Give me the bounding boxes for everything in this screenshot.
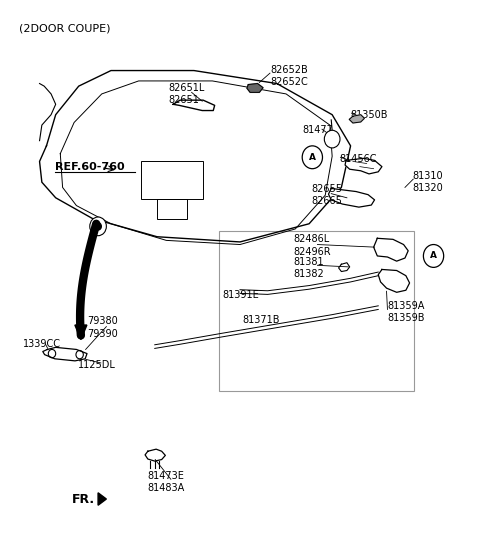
- Polygon shape: [373, 238, 408, 261]
- Text: 81473E
81483A: 81473E 81483A: [148, 471, 185, 493]
- Bar: [219, 231, 414, 391]
- Text: 81310
81320: 81310 81320: [413, 171, 444, 194]
- Text: 81477: 81477: [302, 126, 333, 135]
- Polygon shape: [145, 449, 165, 461]
- Text: 81456C: 81456C: [339, 154, 377, 164]
- Text: 1125DL: 1125DL: [78, 360, 116, 370]
- Text: A: A: [430, 252, 437, 260]
- Polygon shape: [349, 115, 364, 123]
- Polygon shape: [338, 263, 349, 272]
- Text: 82486L
82496R: 82486L 82496R: [293, 234, 331, 257]
- Text: 81381
81382: 81381 81382: [293, 256, 324, 279]
- Polygon shape: [43, 347, 87, 361]
- Polygon shape: [173, 100, 215, 110]
- Polygon shape: [378, 269, 409, 292]
- Circle shape: [302, 146, 323, 169]
- Text: 81359A
81359B: 81359A 81359B: [387, 301, 425, 324]
- Text: 82652B
82652C: 82652B 82652C: [270, 64, 308, 87]
- Text: FR.: FR.: [72, 492, 95, 505]
- Bar: [141, 161, 203, 199]
- Text: A: A: [309, 153, 316, 162]
- Circle shape: [423, 245, 444, 267]
- Circle shape: [324, 130, 340, 148]
- Polygon shape: [345, 159, 382, 174]
- Text: 81391E: 81391E: [223, 291, 259, 300]
- Text: REF.60-760: REF.60-760: [55, 162, 124, 171]
- Bar: [157, 199, 187, 219]
- Text: 79380
79390: 79380 79390: [87, 316, 118, 339]
- Circle shape: [90, 217, 107, 236]
- Circle shape: [95, 223, 101, 230]
- Polygon shape: [247, 83, 263, 93]
- Text: 81371B: 81371B: [242, 315, 280, 325]
- Text: 82651L
82651: 82651L 82651: [168, 83, 205, 105]
- Text: 82655
82665: 82655 82665: [312, 184, 342, 207]
- Text: 1339CC: 1339CC: [24, 339, 61, 349]
- Text: 81350B: 81350B: [350, 110, 388, 120]
- Polygon shape: [98, 493, 107, 505]
- Text: (2DOOR COUPE): (2DOOR COUPE): [19, 24, 110, 34]
- Polygon shape: [328, 188, 374, 207]
- Polygon shape: [75, 325, 87, 340]
